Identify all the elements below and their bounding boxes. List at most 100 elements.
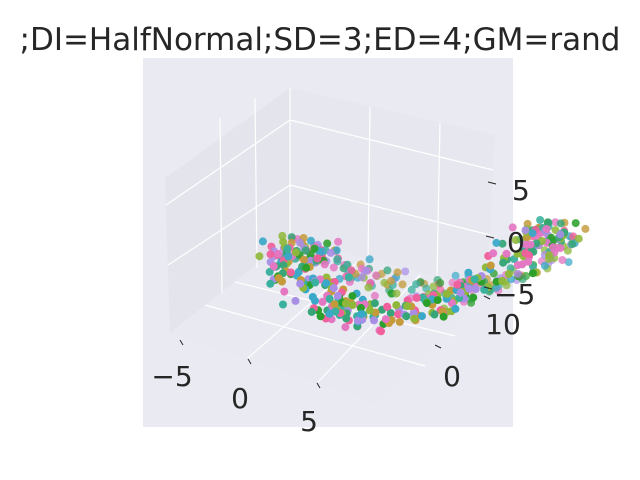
data-point: [307, 236, 315, 245]
data-point: [436, 278, 445, 287]
grid-line: [219, 117, 223, 294]
data-point: [453, 280, 462, 289]
data-point: [274, 249, 283, 258]
data-point: [310, 244, 319, 253]
chart-title: ;DI=HalfNormal;SD=3;ED=4;GM=rand: [20, 22, 621, 58]
data-point: [330, 300, 339, 309]
data-point: [464, 268, 473, 277]
data-point: [556, 219, 565, 228]
data-point: [266, 279, 275, 288]
data-point: [320, 260, 329, 269]
data-point: [329, 284, 338, 293]
tick-mark: [483, 286, 493, 290]
data-point: [365, 255, 374, 264]
z-tick-label: 0: [507, 226, 525, 259]
grid-line: [289, 119, 494, 171]
y-tick-label: 10: [485, 308, 521, 341]
data-point: [412, 280, 421, 289]
tick-mark: [485, 235, 495, 239]
data-point: [377, 327, 385, 336]
data-point: [284, 252, 293, 261]
data-point: [470, 275, 479, 284]
data-point: [486, 261, 495, 270]
data-point: [574, 234, 583, 243]
data-point: [502, 249, 511, 258]
data-point: [370, 316, 378, 325]
data-point: [258, 237, 267, 246]
data-point: [430, 310, 439, 319]
data-point: [372, 271, 381, 280]
data-point: [325, 309, 334, 318]
data-point: [398, 280, 407, 289]
data-point: [311, 278, 320, 287]
data-point: [365, 306, 374, 315]
data-point: [528, 229, 537, 238]
data-point: [266, 250, 275, 259]
data-point: [540, 261, 549, 270]
data-point: [357, 273, 366, 282]
data-point: [387, 277, 395, 285]
data-point: [465, 284, 473, 293]
data-point: [429, 282, 438, 291]
data-point: [469, 293, 478, 302]
data-point: [370, 299, 379, 308]
data-point: [545, 251, 554, 260]
data-point: [401, 267, 410, 276]
data-point: [498, 277, 507, 285]
data-point: [524, 257, 533, 266]
data-point: [532, 239, 541, 248]
x-tick-label: −5: [151, 360, 192, 393]
tick-marks: [179, 181, 497, 389]
data-point: [291, 296, 300, 305]
data-point: [329, 263, 338, 272]
data-point: [354, 316, 362, 325]
data-point: [344, 273, 353, 282]
data-point: [536, 216, 545, 224]
data-point: [433, 296, 442, 305]
data-point: [568, 240, 577, 249]
data-point: [418, 312, 426, 321]
data-point: [279, 261, 288, 270]
data-point: [316, 312, 325, 321]
data-point: [443, 289, 451, 298]
data-point: [356, 304, 365, 312]
data-point: [456, 288, 465, 297]
data-point: [511, 236, 520, 244]
data-point: [451, 304, 460, 313]
data-point: [296, 279, 305, 288]
data-point: [307, 307, 316, 316]
data-point: [471, 285, 480, 293]
data-point: [402, 312, 411, 321]
data-point: [518, 260, 527, 269]
data-point: [370, 291, 379, 300]
data-point: [322, 279, 331, 288]
data-point: [317, 247, 326, 256]
data-point: [395, 317, 404, 326]
data-point: [524, 251, 533, 260]
data-point: [549, 243, 558, 252]
data-point: [386, 309, 395, 318]
grid-line: [167, 184, 291, 266]
data-point: [380, 278, 389, 287]
tick-mark: [247, 358, 252, 365]
data-point: [528, 269, 537, 278]
data-point: [544, 218, 553, 227]
grid-line: [204, 304, 426, 367]
data-point: [308, 293, 317, 301]
data-point: [279, 237, 288, 246]
data-point: [513, 249, 522, 258]
data-point: [306, 256, 315, 265]
data-point: [299, 255, 308, 264]
data-point: [301, 246, 310, 255]
data-point: [542, 225, 551, 233]
data-point: [392, 301, 401, 310]
grid-lines: [165, 88, 494, 383]
data-points: [255, 216, 590, 336]
tick-mark: [487, 181, 497, 185]
data-point: [394, 310, 403, 319]
data-point: [279, 300, 287, 309]
data-point: [348, 292, 357, 301]
data-point: [492, 238, 501, 247]
data-point: [265, 267, 274, 276]
